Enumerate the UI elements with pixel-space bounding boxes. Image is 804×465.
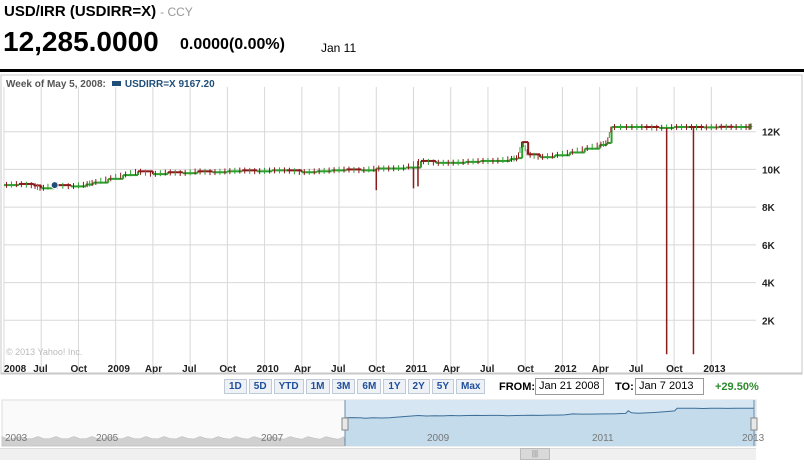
y-tick-label: 8K: [762, 203, 776, 214]
x-tick-label: Jul: [629, 364, 644, 375]
from-date-input[interactable]: Jan 21 2008: [535, 378, 604, 395]
y-tick-label: 2K: [762, 316, 776, 327]
x-tick-label: Jul: [331, 364, 346, 375]
range-button-1d[interactable]: 1D: [224, 379, 247, 394]
navigator-history-area: [1, 436, 346, 447]
to-label: TO:: [615, 381, 634, 393]
range-button-6m[interactable]: 6M: [357, 379, 382, 394]
x-tick-label: Apr: [145, 364, 162, 375]
from-label: FROM:: [499, 381, 536, 393]
y-tick-label: 12K: [762, 128, 781, 139]
x-tick-label: Jul: [182, 364, 197, 375]
chart-frame: [0, 74, 803, 375]
x-tick-label: 2008: [4, 364, 27, 375]
navigator-year-label: 2007: [261, 433, 284, 444]
quote-price: 12,285.0000: [3, 26, 159, 57]
x-tick-label: Jul: [33, 364, 48, 375]
y-tick-label: 10K: [762, 165, 781, 176]
navigator-year-label: 2009: [427, 433, 450, 444]
quote-type: - CCY: [160, 5, 193, 19]
navigator-range-area: [345, 408, 756, 446]
navigator-handle[interactable]: [750, 417, 758, 431]
legend-swatch: [111, 81, 121, 87]
range-button-1m[interactable]: 1M: [305, 379, 330, 394]
scrollbar-thumb[interactable]: |||: [520, 448, 550, 460]
range-button-3m[interactable]: 3M: [331, 379, 356, 394]
legend-series-label: USDIRR=X 9167.20: [124, 79, 215, 90]
y-tick-label: 4K: [762, 279, 776, 290]
quote-symbol: USD/IRR (USDIRR=X): [4, 3, 157, 20]
x-tick-label: Oct: [517, 364, 534, 375]
to-date-input[interactable]: Jan 7 2013: [635, 378, 704, 395]
header-divider: [0, 69, 804, 72]
x-tick-label: 2013: [703, 364, 726, 375]
navigator-year-label: 2003: [5, 433, 28, 444]
quote-title: USD/IRR (USDIRR=X) - CCY: [4, 3, 193, 20]
x-tick-label: 2009: [108, 364, 131, 375]
x-tick-label: 2010: [257, 364, 280, 375]
x-tick-label: Jul: [480, 364, 495, 375]
range-button-1y[interactable]: 1Y: [383, 379, 406, 394]
range-percent-change: +29.50%: [715, 381, 759, 393]
navigator-year-label: 2013: [742, 433, 765, 444]
x-tick-label: Apr: [294, 364, 311, 375]
navigator-year-label: 2011: [592, 433, 614, 444]
chart-legend: Week of May 5, 2008: USDIRR=X 9167.20: [6, 79, 215, 90]
range-button-2y[interactable]: 2Y: [407, 379, 430, 394]
navigator-handle[interactable]: [341, 417, 349, 431]
quote-change: 0.0000(0.00%): [180, 36, 285, 53]
x-tick-label: 2011: [406, 364, 428, 375]
range-buttons: 1D 5D YTD 1M 3M 6M 1Y 2Y 5Y Max: [224, 379, 486, 394]
range-button-max[interactable]: Max: [456, 379, 486, 394]
legend-week-label: Week of May 5, 2008:: [6, 79, 106, 90]
hover-point: [50, 181, 59, 190]
x-tick-label: Apr: [592, 364, 609, 375]
x-tick-label: Oct: [666, 364, 683, 375]
x-tick-label: 2012: [554, 364, 577, 375]
range-button-5d[interactable]: 5D: [248, 379, 272, 394]
x-tick-label: Apr: [443, 364, 460, 375]
y-tick-label: 6K: [762, 241, 776, 252]
navigator-range-line: [344, 407, 754, 419]
quote-date: Jan 11: [321, 41, 357, 55]
copyright-text: © 2013 Yahoo! Inc.: [6, 347, 83, 357]
navigator-year-label: 2005: [96, 433, 119, 444]
x-tick-label: Oct: [219, 364, 236, 375]
range-button-ytd[interactable]: YTD: [273, 379, 304, 394]
x-tick-label: Oct: [70, 364, 87, 375]
x-tick-label: Oct: [368, 364, 385, 375]
navigator-scrollbar[interactable]: [0, 448, 756, 460]
range-button-5y[interactable]: 5Y: [431, 379, 455, 394]
